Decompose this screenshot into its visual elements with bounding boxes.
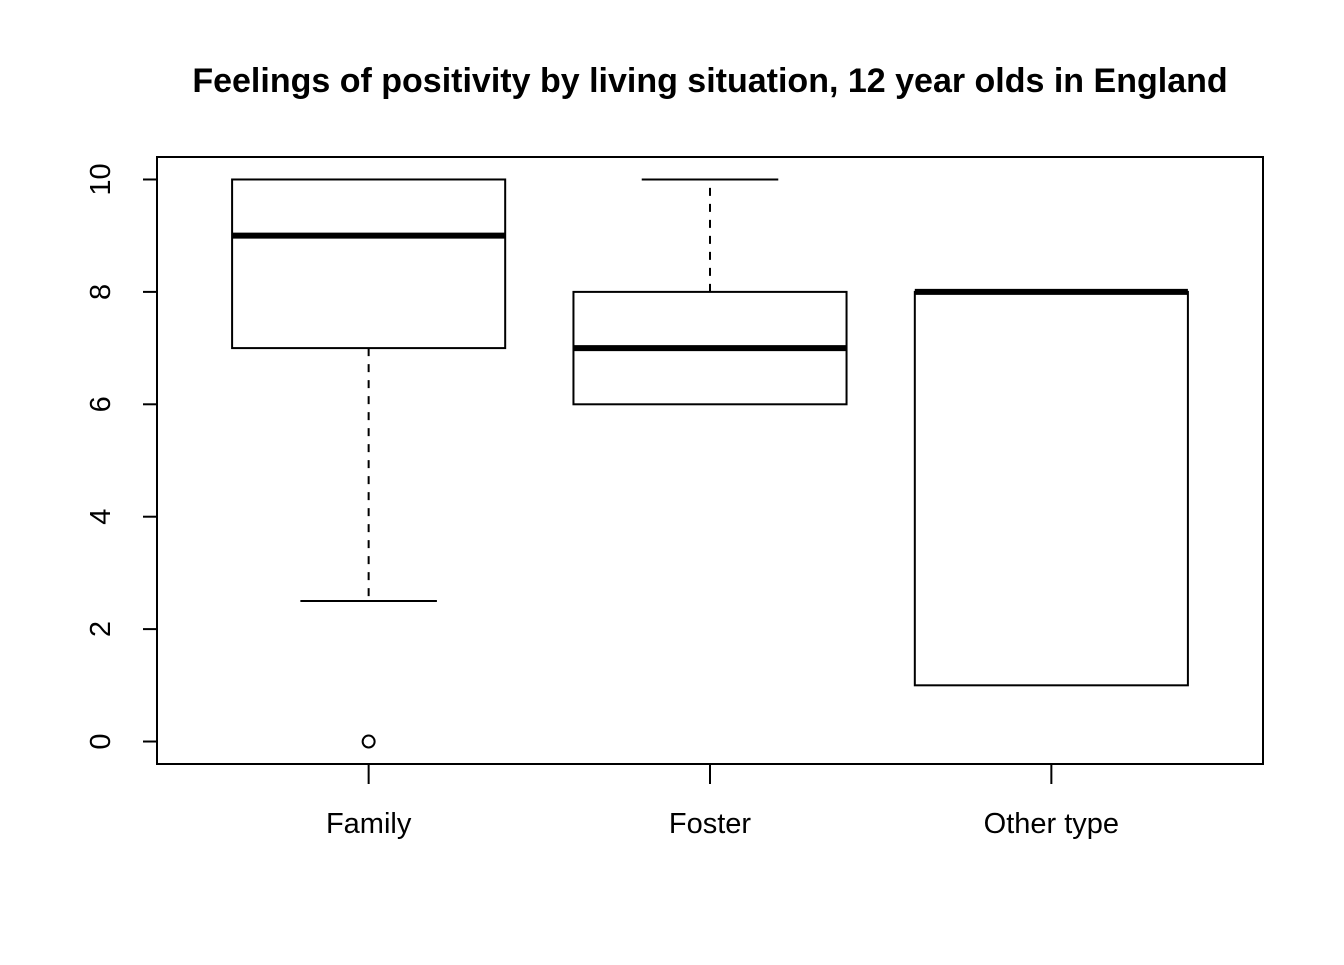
boxes-group [231,178,1189,749]
y-tick-label: 4 [85,509,117,525]
x-tick-label: Other type [984,808,1119,840]
y-tick-label: 2 [85,621,117,637]
box-family [231,178,507,749]
box-other-type [913,288,1189,687]
x-tick-label: Family [326,808,412,840]
iqr-box [231,178,507,350]
chart-title: Feelings of positivity by living situati… [192,62,1227,100]
x-axis: Family Foster Other type [326,764,1119,840]
y-axis: 0 2 4 6 8 10 [85,163,158,750]
y-tick-label: 0 [85,733,117,749]
y-tick-label: 10 [85,163,117,195]
x-tick-label: Foster [669,808,752,840]
box-foster [572,178,848,406]
outlier-point [361,734,376,749]
iqr-box [913,290,1189,687]
y-tick-label: 6 [85,396,117,412]
y-tick-label: 8 [85,284,117,300]
